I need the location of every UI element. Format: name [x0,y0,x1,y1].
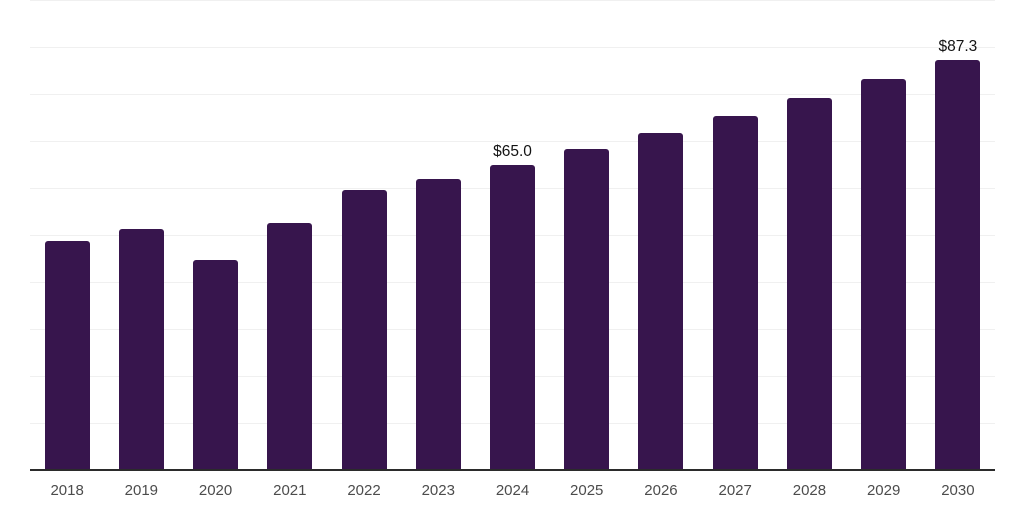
x-tick-label-2025: 2025 [570,482,604,499]
bar-2022 [341,190,387,470]
gridline-70 [30,141,995,142]
bar-2026 [638,133,684,470]
gridline-80 [30,94,995,95]
x-tick-label-2020: 2020 [198,482,233,499]
x-tick-label-2026: 2026 [644,482,678,499]
x-tick-label-2023: 2023 [421,482,455,499]
x-tick-label-2022: 2022 [347,482,381,499]
plot-area: $65.0 $87.3 [30,0,995,470]
x-tick-label-2024: 2024 [495,482,530,499]
x-axis-line [30,469,995,471]
bar-2027 [712,116,758,470]
x-tick-label-2027: 2027 [718,482,752,499]
x-tick-label-2028: 2028 [792,482,827,499]
bar-2029 [861,79,907,470]
bar-2024 [490,164,535,470]
bar-2025 [564,149,610,470]
bar-2020 [193,259,239,470]
x-axis-labels: 2018 2019 2020 2021 2022 2023 2024 2025 2026 2027… [30,482,995,506]
bar-2030 [935,59,981,470]
bar-2028 [786,98,832,470]
bar-2023 [415,179,461,470]
value-label-2024: $65.0 [493,142,532,160]
x-tick-label-2029: 2029 [866,482,901,499]
x-tick-label-2021: 2021 [273,482,307,499]
bar-2018 [44,240,90,470]
gridline-90 [30,47,995,48]
value-label-2030: $87.3 [938,37,978,55]
bar-2021 [267,223,313,470]
bar-2019 [118,228,164,470]
gridline-100 [30,0,995,1]
x-tick-label-2018: 2018 [50,482,84,499]
x-tick-label-2030: 2030 [941,482,975,499]
x-tick-label-2019: 2019 [124,482,159,499]
